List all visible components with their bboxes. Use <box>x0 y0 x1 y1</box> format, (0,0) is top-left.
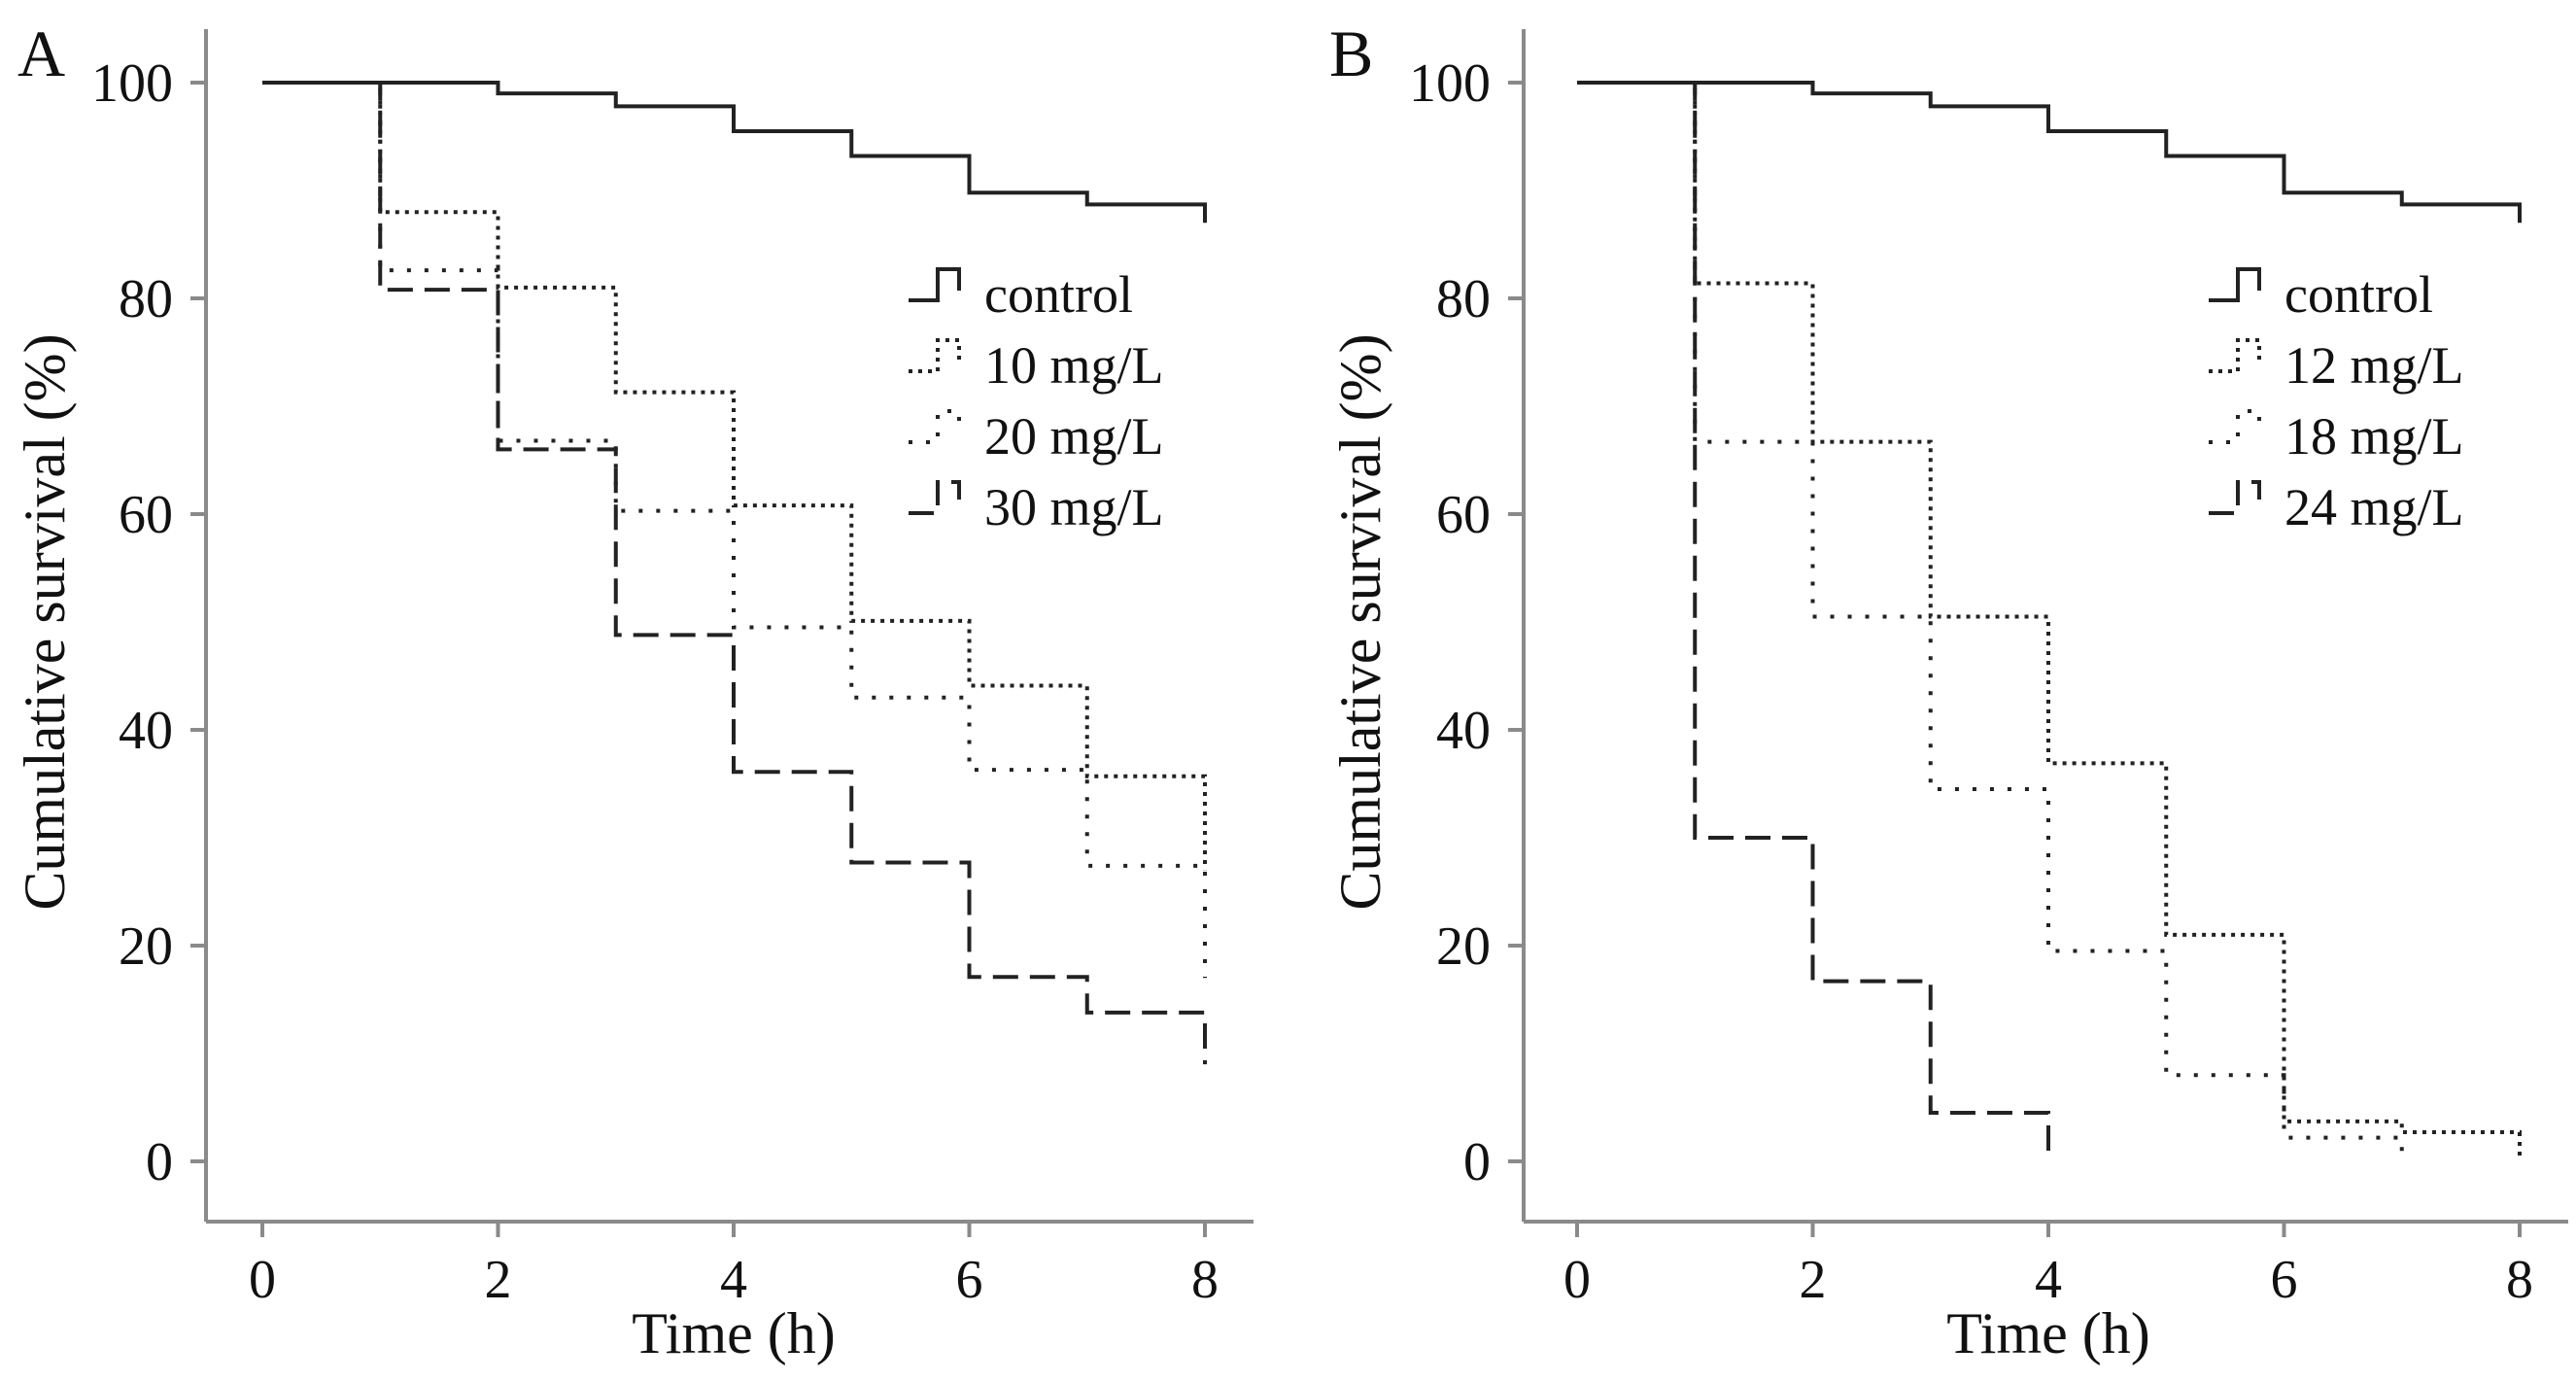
x-tick-label: 4 <box>720 1250 747 1310</box>
legend-swatch <box>909 409 961 444</box>
legend-label: 24 mg/L <box>2284 478 2464 536</box>
survival-curve-3 <box>1577 81 2404 1161</box>
survival-curve-2 <box>262 81 1207 871</box>
legend-label: 10 mg/L <box>984 336 1164 395</box>
legend-label: 18 mg/L <box>2284 407 2464 466</box>
legend-label: 30 mg/L <box>984 478 1164 536</box>
legend-label: control <box>2284 265 2433 324</box>
legend-swatch <box>909 338 961 373</box>
y-tick-label: 60 <box>119 485 173 545</box>
legend-label: control <box>984 265 1133 324</box>
panel-label: A <box>17 17 65 90</box>
y-tick-label: 0 <box>1463 1132 1491 1192</box>
x-axis-title: Time (h) <box>1946 1301 2149 1365</box>
panel-b: 0 20 40 60 80 100 0 2 4 6 8 Time (h) Cumulative surv… <box>1328 17 2568 1365</box>
x-tick-label: 2 <box>485 1250 512 1310</box>
x-tick-label: 6 <box>2271 1250 2298 1310</box>
panel-a: 0 20 40 60 80 100 0 2 4 6 8 Time (h) Cumulative surv… <box>13 17 1254 1365</box>
x-tick-label: 6 <box>956 1250 983 1310</box>
y-tick-label: 100 <box>1409 53 1491 114</box>
survival-curve-1 <box>1577 81 2522 224</box>
x-tick-label: 2 <box>1800 1250 1827 1310</box>
x-tick-label: 8 <box>2506 1250 2533 1310</box>
survival-curve-4 <box>1577 81 2050 1157</box>
y-tick-label: 60 <box>1436 485 1491 545</box>
y-tick-label: 100 <box>91 53 173 114</box>
legend-label: 20 mg/L <box>984 407 1164 466</box>
x-tick-label: 0 <box>249 1250 276 1310</box>
y-axis-title: Cumulative survival (%) <box>1328 333 1392 910</box>
legend-swatch <box>2209 480 2261 515</box>
survival-curve-2 <box>1577 81 2522 1161</box>
legend-swatch <box>2209 338 2261 373</box>
y-tick-label: 80 <box>119 269 173 329</box>
y-tick-label: 0 <box>146 1132 173 1192</box>
legend-swatch <box>909 267 961 302</box>
y-tick-label: 40 <box>1436 701 1491 761</box>
y-tick-label: 20 <box>1436 916 1491 977</box>
legend-swatch <box>909 480 961 515</box>
x-tick-label: 0 <box>1563 1250 1591 1310</box>
x-axis-title: Time (h) <box>632 1301 835 1365</box>
survival-curve-3 <box>262 81 1207 979</box>
y-tick-label: 20 <box>119 916 173 977</box>
legend-label: 12 mg/L <box>2284 336 2464 395</box>
survival-curve-1 <box>262 81 1207 224</box>
panel-label: B <box>1329 17 1373 90</box>
x-tick-label: 8 <box>1191 1250 1219 1310</box>
y-tick-label: 80 <box>1436 269 1491 329</box>
y-axis-title: Cumulative survival (%) <box>13 333 77 910</box>
legend-swatch <box>2209 267 2261 302</box>
legend-swatch <box>2209 409 2261 444</box>
survival-curve-4 <box>262 81 1207 1065</box>
y-tick-label: 40 <box>119 701 173 761</box>
x-tick-label: 4 <box>2035 1250 2062 1310</box>
